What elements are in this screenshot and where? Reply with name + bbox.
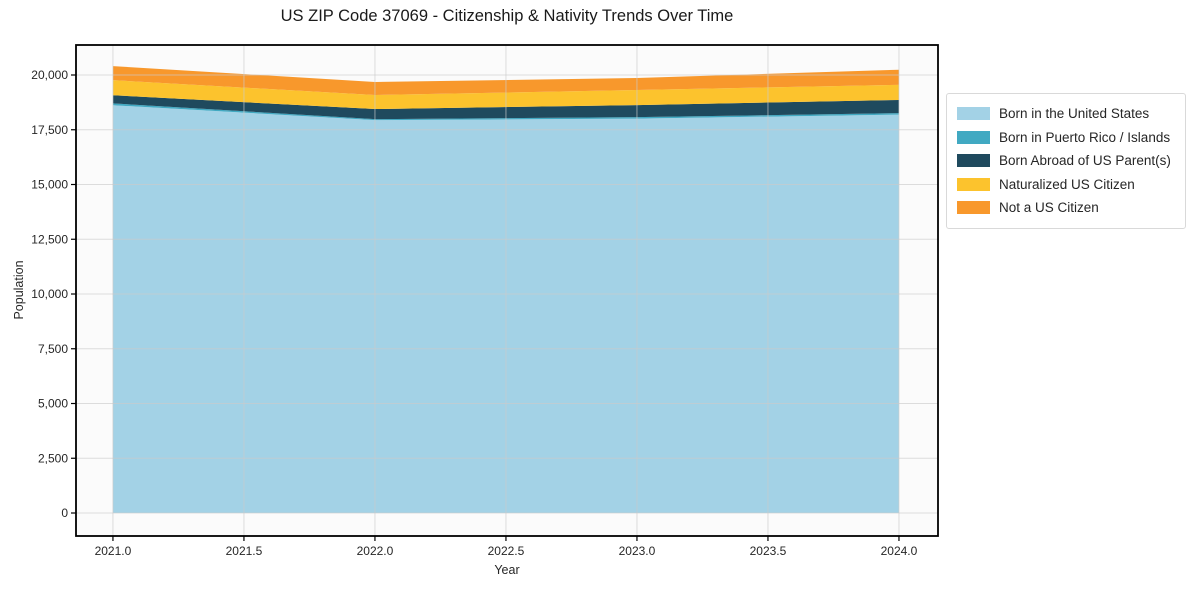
x-axis-label: Year xyxy=(494,563,520,577)
legend-item: Born in Puerto Rico / Islands xyxy=(957,126,1171,150)
x-tick-label: 2022.5 xyxy=(488,544,525,558)
legend-label: Born in the United States xyxy=(999,106,1150,122)
x-tick-label: 2021.5 xyxy=(226,544,263,558)
legend-item: Naturalized US Citizen xyxy=(957,173,1171,197)
legend-swatch-icon xyxy=(957,107,990,121)
y-tick-label: 12,500 xyxy=(31,232,68,246)
legend-swatch-icon xyxy=(957,130,990,144)
y-tick-label: 20,000 xyxy=(31,68,68,82)
legend-label: Naturalized US Citizen xyxy=(999,176,1135,192)
area-series-1 xyxy=(112,103,899,121)
chart-title: US ZIP Code 37069 - Citizenship & Nativi… xyxy=(280,7,734,25)
legend: Born in the United States Born in Puerto … xyxy=(946,93,1186,229)
y-tick-label: 15,000 xyxy=(31,178,68,192)
x-tick-label: 2021.0 xyxy=(95,544,132,558)
y-tick-label: 0 xyxy=(61,506,68,520)
y-axis-label: Population xyxy=(12,260,26,320)
legend-item: Not a US Citizen xyxy=(957,196,1171,220)
legend-item: Born Abroad of US Parent(s) xyxy=(957,149,1171,173)
legend-label: Born Abroad of US Parent(s) xyxy=(999,153,1171,169)
legend-label: Born in Puerto Rico / Islands xyxy=(999,129,1171,145)
legend-label: Not a US Citizen xyxy=(999,200,1099,216)
plot-border xyxy=(75,44,939,537)
y-tick-label: 5,000 xyxy=(38,397,68,411)
legend-swatch-icon xyxy=(957,201,990,215)
legend-swatch-icon xyxy=(957,154,990,168)
x-tick-label: 2023.0 xyxy=(619,544,656,558)
x-tick-label: 2023.5 xyxy=(750,544,787,558)
y-tick-label: 7,500 xyxy=(38,342,68,356)
y-tick-label: 10,000 xyxy=(31,287,68,301)
x-tick-label: 2024.0 xyxy=(881,544,918,558)
x-tick-label: 2022.0 xyxy=(357,544,394,558)
legend-item: Born in the United States xyxy=(957,102,1171,126)
y-tick-label: 2,500 xyxy=(38,451,68,465)
y-tick-label: 17,500 xyxy=(31,123,68,137)
legend-swatch-icon xyxy=(957,177,990,191)
